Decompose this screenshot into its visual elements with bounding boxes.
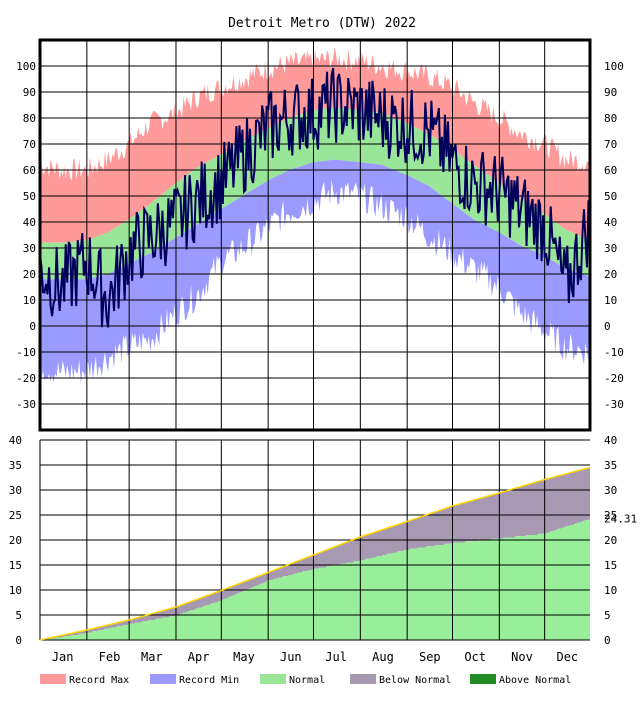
temp-tick-label-right: 60 [604, 164, 617, 177]
precip-tick-label-right: 15 [604, 559, 617, 572]
temp-plot-border [38, 38, 592, 432]
legend-swatch [470, 674, 496, 684]
temp-tick-label-left: 70 [23, 138, 36, 151]
temp-tick-label-left: 100 [16, 60, 36, 73]
legend-label: Record Min [179, 675, 239, 686]
precip-tick-label-right: 30 [604, 484, 617, 497]
temp-tick-label-left: 30 [23, 242, 36, 255]
temp-tick-label-left: 0 [29, 320, 36, 333]
month-label: Jun [280, 650, 302, 664]
temp-tick-label-right: 30 [604, 242, 617, 255]
temp-tick-label-right: -10 [604, 346, 624, 359]
temp-tick-label-right: 90 [604, 86, 617, 99]
month-label: Apr [188, 650, 210, 664]
temp-tick-label-right: 50 [604, 190, 617, 203]
precipitation-panel: 40 40 35 35 30 30 25 25 20 20 15 15 10 10 5 5 0 0 24.31 [9, 434, 637, 647]
precip-tick-label-right: 5 [604, 609, 611, 622]
precip-tick-label-left: 20 [9, 534, 22, 547]
precip-tick-label-left: 5 [15, 609, 22, 622]
temp-tick-label-left: -30 [16, 398, 36, 411]
precip-tick-label-left: 10 [9, 584, 22, 597]
legend-swatch [260, 674, 286, 684]
precip-tick-label-left: 35 [9, 459, 22, 472]
temp-tick-label-left: 10 [23, 294, 36, 307]
temp-tick-label-left: 60 [23, 164, 36, 177]
legend-label: Above Normal [499, 675, 571, 686]
month-label: Jan [52, 650, 74, 664]
temp-tick-label-right: 40 [604, 216, 617, 229]
month-label: Mar [141, 650, 163, 664]
precip-tick-label-right: 35 [604, 459, 617, 472]
temp-tick-label-right: -20 [604, 372, 624, 385]
precip-tick-label-right: 40 [604, 434, 617, 447]
precip-tick-label-left: 30 [9, 484, 22, 497]
temp-tick-label-left: 20 [23, 268, 36, 281]
temp-tick-label-left: -20 [16, 372, 36, 385]
temp-tick-label-left: 80 [23, 112, 36, 125]
legend-label: Below Normal [379, 675, 451, 686]
month-label: Feb [99, 650, 121, 664]
legend-swatch [40, 674, 66, 684]
temp-tick-label-left: 50 [23, 190, 36, 203]
temp-tick-label-right: 0 [604, 320, 611, 333]
temp-tick-label-right: 20 [604, 268, 617, 281]
legend-label: Record Max [69, 675, 129, 686]
legend-label: Normal [289, 675, 325, 686]
month-axis: Jan Feb Mar Apr May Jun Jul Aug Sep Oct Nov Dec [52, 650, 578, 664]
precip-tick-label-left: 0 [15, 634, 22, 647]
precip-end-value-label: 24.31 [604, 512, 637, 525]
temp-tick-label-left: 40 [23, 216, 36, 229]
precip-tick-label-right: 0 [604, 634, 611, 647]
temp-tick-label-left: -10 [16, 346, 36, 359]
observed-temperature-line [39, 67, 591, 328]
temp-tick-label-right: 80 [604, 112, 617, 125]
temp-tick-label-left: 90 [23, 86, 36, 99]
legend-swatch [350, 674, 376, 684]
precip-tick-label-right: 10 [604, 584, 617, 597]
month-label: Nov [511, 650, 533, 664]
month-label: Sep [419, 650, 441, 664]
precip-tick-label-left: 25 [9, 509, 22, 522]
normal-precip-line [39, 466, 591, 641]
temp-tick-label-right: 70 [604, 138, 617, 151]
precip-tick-label-right: 25 [604, 509, 617, 522]
legend: Record Max Record Min Normal Below Normal Ab… [40, 674, 571, 686]
temp-tick-label-right: 100 [604, 60, 624, 73]
precip-tick-label-left: 15 [9, 559, 22, 572]
chart-title: Detroit Metro (DTW) 2022 [228, 16, 416, 31]
month-label: May [233, 650, 255, 664]
temp-tick-label-right: -30 [604, 398, 624, 411]
legend-swatch [150, 674, 176, 684]
month-label: Oct [464, 650, 486, 664]
month-label: Dec [556, 650, 578, 664]
precip-tick-label-right: 20 [604, 534, 617, 547]
precip-tick-label-left: 40 [9, 434, 22, 447]
month-label: Aug [372, 650, 394, 664]
temp-tick-label-right: 10 [604, 294, 617, 307]
month-label: Jul [325, 650, 347, 664]
